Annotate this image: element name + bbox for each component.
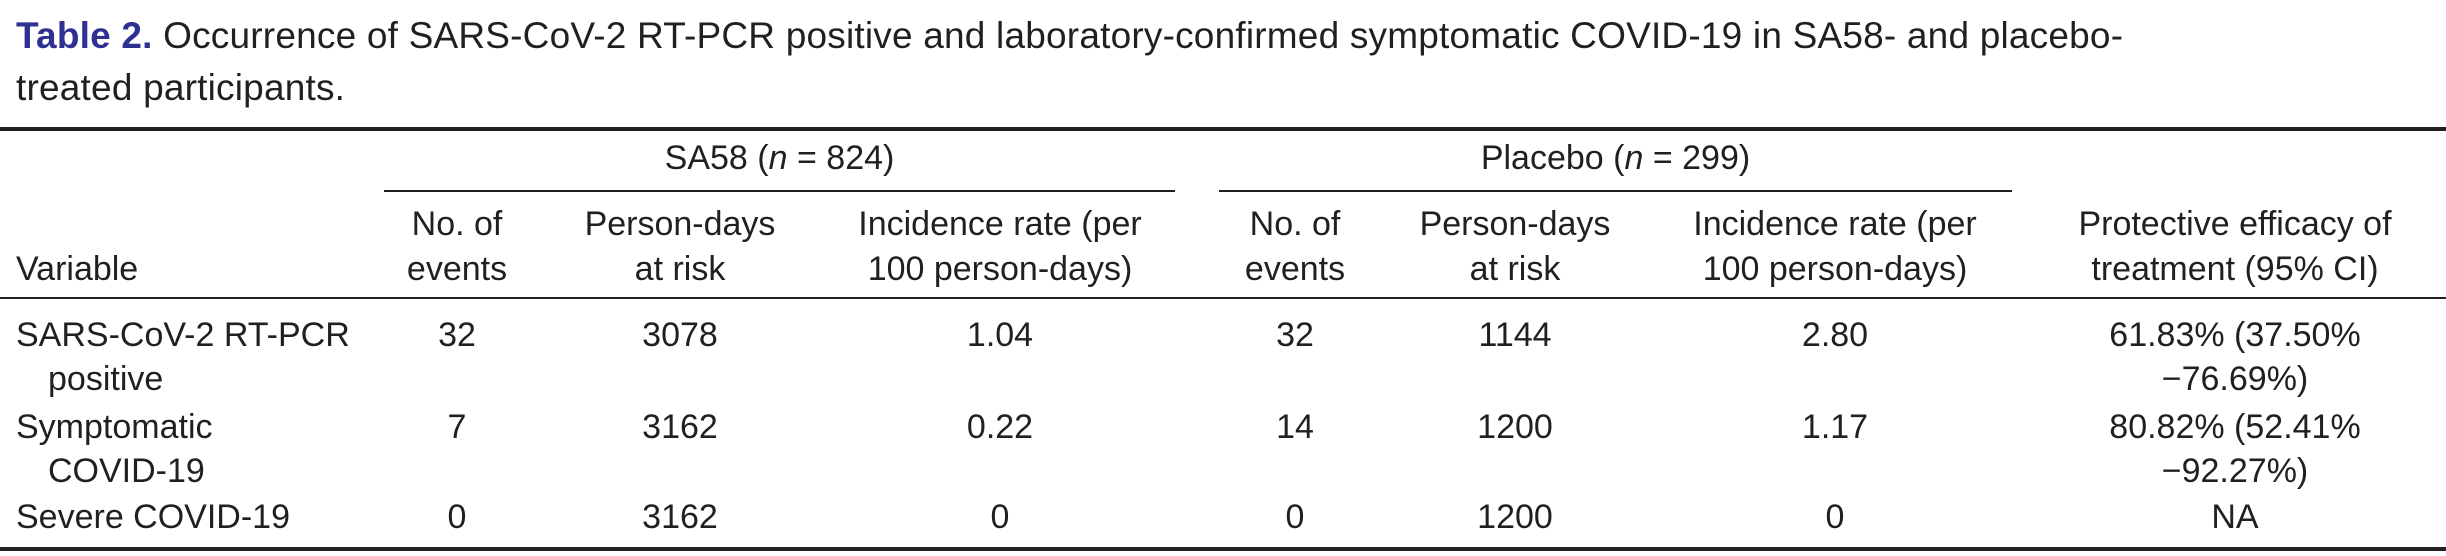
header-placebo-person-days-2: at risk — [1469, 250, 1561, 288]
group-placebo-suffix: = 299) — [1643, 139, 1751, 177]
group-sa58-prefix: SA58 ( — [664, 139, 769, 177]
header-sa58-incidence-1: Incidence rate (per — [858, 205, 1142, 243]
header-placebo-incidence-2: 100 person-days) — [1702, 250, 1968, 288]
row-variable-line2: COVID-19 — [48, 452, 205, 490]
cell-efficacy-line1: NA — [2211, 498, 2259, 536]
row-variable-line1: Symptomatic — [16, 408, 213, 446]
caption-text-line1: Occurrence of SARS-CoV-2 RT-PCR positive… — [163, 15, 2124, 56]
cell-placebo-events: 0 — [1285, 498, 1305, 536]
header-placebo-events-1: No. of — [1249, 205, 1341, 243]
cell-sa58-events: 0 — [447, 498, 467, 536]
group-placebo-n: n — [1624, 139, 1644, 177]
row-variable-line1: Severe COVID-19 — [16, 498, 290, 536]
header-sa58-incidence-2: 100 person-days) — [867, 250, 1133, 288]
group-header-placebo: Placebo (n = 299) — [1219, 136, 2012, 180]
header-efficacy-1: Protective efficacy of — [2078, 205, 2392, 243]
cell-placebo-incidence: 1.17 — [1801, 408, 1869, 446]
header-placebo-events-2: events — [1244, 250, 1346, 288]
cell-efficacy-line1: 80.82% (52.41% — [2109, 408, 2361, 446]
cell-efficacy-line1: 61.83% (37.50% — [2109, 316, 2361, 354]
cell-efficacy-line2: −76.69%) — [2161, 360, 2309, 398]
table-bottom-rule — [0, 547, 2446, 551]
caption-text-line2: treated participants. — [16, 67, 346, 108]
header-efficacy-2: treatment (95% CI) — [2091, 250, 2379, 288]
cell-placebo-incidence: 0 — [1825, 498, 1845, 536]
header-variable: Variable — [16, 250, 139, 288]
cell-placebo-events: 14 — [1276, 408, 1314, 446]
cell-placebo-person-days: 1200 — [1477, 408, 1553, 446]
header-sa58-person-days-1: Person-days — [584, 205, 776, 243]
cell-sa58-person-days: 3078 — [642, 316, 718, 354]
cell-placebo-person-days: 1200 — [1477, 498, 1553, 536]
header-rule — [0, 297, 2446, 299]
cell-sa58-incidence: 0.22 — [966, 408, 1034, 446]
group-placebo-prefix: Placebo ( — [1480, 139, 1625, 177]
header-sa58-events-1: No. of — [411, 205, 503, 243]
table-caption: Table 2. Occurrence of SARS-CoV-2 RT-PCR… — [16, 10, 2430, 114]
cell-sa58-events: 7 — [447, 408, 467, 446]
cell-sa58-incidence: 1.04 — [966, 316, 1034, 354]
cell-placebo-incidence: 2.80 — [1801, 316, 1869, 354]
header-sa58-events-2: events — [406, 250, 508, 288]
table-top-rule — [0, 127, 2446, 131]
group-rule-sa58 — [384, 190, 1175, 192]
cell-sa58-person-days: 3162 — [642, 408, 718, 446]
group-header-sa58: SA58 (n = 824) — [384, 136, 1175, 180]
group-sa58-suffix: = 824) — [787, 139, 895, 177]
row-variable-line1: SARS-CoV-2 RT-PCR — [16, 316, 350, 354]
header-sa58-person-days-2: at risk — [634, 250, 726, 288]
header-placebo-incidence-1: Incidence rate (per — [1693, 205, 1977, 243]
cell-placebo-events: 32 — [1276, 316, 1314, 354]
cell-placebo-person-days: 1144 — [1478, 316, 1552, 354]
table-label: Table 2. — [16, 15, 153, 56]
row-variable-line2: positive — [48, 360, 164, 398]
cell-sa58-events: 32 — [438, 316, 476, 354]
header-placebo-person-days-1: Person-days — [1419, 205, 1611, 243]
group-sa58-n: n — [768, 139, 788, 177]
group-rule-placebo — [1219, 190, 2012, 192]
cell-sa58-incidence: 0 — [990, 498, 1010, 536]
cell-sa58-person-days: 3162 — [642, 498, 718, 536]
cell-efficacy-line2: −92.27%) — [2161, 452, 2309, 490]
